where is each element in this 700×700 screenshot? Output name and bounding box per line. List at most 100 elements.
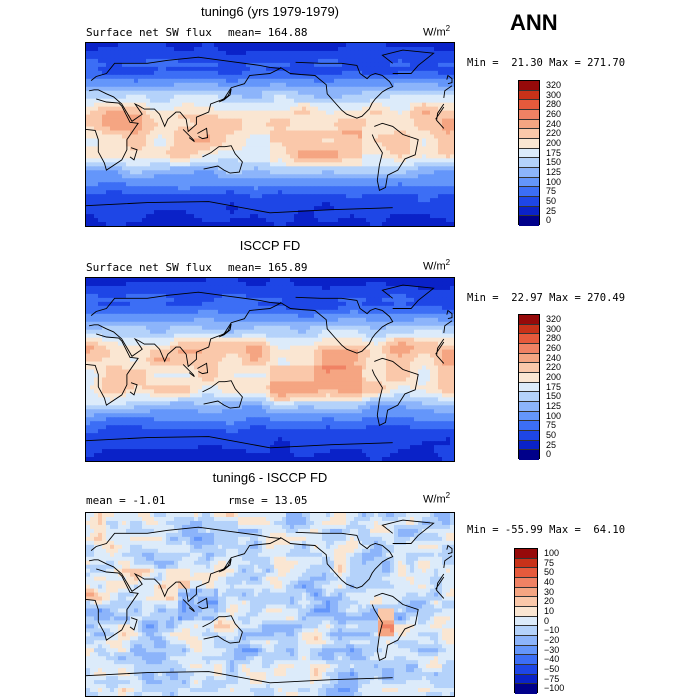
- field-cell: [126, 118, 131, 123]
- field-cell: [418, 166, 423, 171]
- field-cell: [442, 158, 447, 163]
- field-cell: [450, 206, 454, 211]
- field-cell: [238, 78, 243, 84]
- field-cell: [166, 90, 171, 96]
- field-cell: [182, 170, 187, 175]
- panel-2-units: W/m2: [423, 258, 451, 273]
- field-cell: [282, 182, 287, 187]
- field-cell: [110, 66, 115, 72]
- field-cell: [98, 94, 103, 100]
- field-cell: [110, 166, 115, 171]
- field-cell: [414, 218, 419, 223]
- field-cell: [366, 222, 371, 226]
- field-cell: [210, 206, 215, 211]
- field-cell: [242, 78, 247, 84]
- field-cell: [202, 162, 207, 167]
- field-cell: [222, 293, 227, 299]
- field-cell: [202, 297, 207, 303]
- field-cell: [374, 190, 379, 195]
- field-cell: [126, 218, 131, 223]
- field-cell: [350, 158, 355, 163]
- field-cell: [282, 170, 287, 175]
- field-cell: [198, 58, 203, 64]
- field-cell: [118, 210, 123, 215]
- field-cell: [202, 202, 207, 207]
- field-cell: [154, 305, 159, 311]
- field-cell: [150, 174, 155, 179]
- coastline: [371, 122, 419, 192]
- field-cell: [170, 162, 175, 167]
- field-cell: [290, 194, 295, 199]
- field-cell: [278, 154, 283, 159]
- field-cell: [330, 170, 335, 175]
- field-cell: [314, 170, 319, 175]
- field-cell: [86, 218, 91, 223]
- field-cell: [254, 86, 259, 92]
- field-cell: [354, 82, 359, 88]
- field-cell: [362, 190, 367, 195]
- field-cell: [418, 214, 423, 219]
- field-cell: [386, 178, 391, 183]
- field-cell: [306, 202, 311, 207]
- field-cell: [322, 50, 327, 56]
- field-cell: [402, 106, 407, 112]
- field-cell: [158, 174, 163, 179]
- field-cell: [318, 90, 323, 96]
- field-cell: [306, 62, 311, 68]
- field-cell: [246, 110, 251, 116]
- field-cell: [162, 82, 167, 88]
- field-cell: [350, 178, 355, 183]
- field-cell: [198, 106, 203, 112]
- field-cell: [302, 293, 307, 299]
- field-cell: [334, 114, 339, 119]
- field-cell: [434, 74, 439, 80]
- field-cell: [298, 54, 303, 60]
- field-cell: [210, 142, 215, 147]
- field-cell: [294, 158, 299, 163]
- field-cell: [282, 54, 287, 60]
- field-cell: [142, 86, 147, 92]
- field-cell: [374, 174, 379, 179]
- field-cell: [386, 190, 391, 195]
- field-cell: [354, 210, 359, 215]
- field-cell: [390, 118, 395, 123]
- field-cell: [238, 174, 243, 179]
- field-cell: [246, 78, 251, 84]
- field-cell: [278, 50, 283, 56]
- field-cell: [190, 62, 195, 68]
- field-cell: [114, 98, 119, 104]
- field-cell: [190, 50, 195, 56]
- field-cell: [242, 190, 247, 195]
- field-cell: [266, 194, 271, 199]
- field-cell: [314, 66, 319, 72]
- field-cell: [374, 146, 379, 151]
- field-cell: [134, 305, 139, 311]
- field-cell: [366, 186, 371, 191]
- field-cell: [174, 218, 179, 223]
- field-cell: [274, 90, 279, 96]
- field-cell: [114, 174, 119, 179]
- field-cell: [126, 138, 131, 143]
- field-cell: [198, 74, 203, 80]
- field-cell: [286, 206, 291, 211]
- field-cell: [190, 138, 195, 143]
- field-cell: [370, 70, 375, 76]
- field-cell: [338, 146, 343, 151]
- field-cell: [206, 198, 211, 203]
- field-cell: [406, 43, 411, 48]
- field-cell: [370, 138, 375, 143]
- field-cell: [250, 82, 255, 88]
- field-cell: [442, 285, 447, 291]
- field-cell: [222, 278, 227, 283]
- field-cell: [326, 218, 331, 223]
- field-cell: [194, 154, 199, 159]
- field-cell: [370, 82, 375, 88]
- field-cell: [134, 66, 139, 72]
- field-cell: [210, 102, 215, 108]
- field-cell: [322, 154, 327, 159]
- field-cell: [90, 122, 95, 127]
- field-cell: [162, 62, 167, 68]
- field-cell: [378, 90, 383, 96]
- field-cell: [406, 78, 411, 84]
- field-cell: [218, 170, 223, 175]
